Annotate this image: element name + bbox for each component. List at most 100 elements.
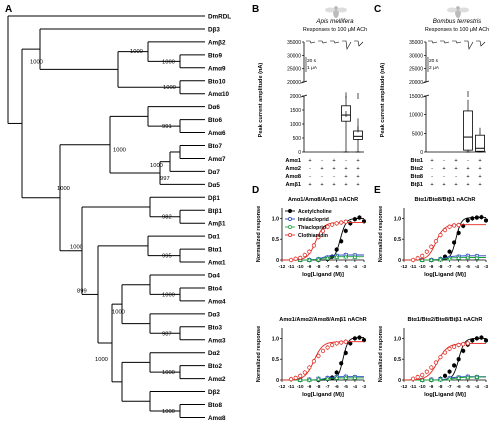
subunit-presence: + — [344, 166, 347, 172]
data-point-thiacloprid — [465, 254, 471, 260]
x-tick-label: -12 — [279, 264, 286, 269]
y-tick-label: 0 — [420, 150, 423, 156]
data-point-thiacloprid — [306, 257, 312, 262]
subunit-presence: - — [431, 174, 433, 180]
current-trace — [428, 40, 438, 44]
x-tick-label: -8 — [316, 384, 321, 389]
phylogenetic-tree: DmRDL Dβ3 Amβ2 Bto9 Amα9 Bto10 Amα10 Dα6 Bto6 Amα… — [7, 14, 231, 422]
apis-ylabel: Peak current amplitude (nA) — [258, 63, 264, 138]
tree-tip-label: Btα1 — [208, 247, 223, 254]
bootstrap-label: 1000 — [162, 370, 175, 376]
data-point-acetylcholine — [357, 215, 362, 220]
tree-tip-label: Bto7 — [208, 143, 222, 150]
x-tick-label: -5 — [466, 264, 471, 269]
data-point-clothianidin — [424, 369, 429, 374]
legend-marker — [288, 233, 292, 237]
tree-tip-label: Dβ1 — [208, 195, 220, 202]
y-tick-label: 1.0 — [272, 216, 279, 222]
data-point-clothianidin — [320, 228, 326, 233]
bee-body — [333, 6, 339, 18]
x-tick-label: -4 — [475, 264, 480, 269]
data-point-clothianidin — [433, 239, 438, 244]
data-point-acetylcholine — [352, 217, 357, 222]
data-point-acetylcholine — [339, 239, 344, 244]
bombus-a1a2a8b1-xlabel: log[Ligand (M)] — [424, 392, 466, 398]
data-point-clothianidin — [461, 342, 466, 347]
x-tick-label: -9 — [429, 264, 434, 269]
data-point-thiacloprid — [334, 254, 340, 259]
data-point-clothianidin — [311, 359, 316, 364]
data-point-clothianidin — [438, 232, 443, 238]
tree-tip-label: Bto9 — [208, 52, 222, 59]
subunit-presence: + — [356, 174, 359, 180]
box — [475, 134, 485, 152]
panel-label-a: A — [5, 4, 12, 15]
data-point-acetylcholine — [470, 338, 475, 343]
current-trace — [354, 40, 364, 47]
subunit-presence: - — [467, 158, 469, 164]
data-point-clothianidin — [456, 343, 461, 348]
bee-icon — [325, 6, 347, 18]
x-tick-label: -5 — [344, 264, 349, 269]
bee-body — [455, 6, 461, 18]
subunit-row-label: Btβ1 — [411, 182, 423, 188]
data-point-acetylcholine — [465, 218, 470, 223]
data-point-clothianidin — [302, 370, 307, 375]
data-point-clothianidin — [334, 341, 339, 346]
bee-icon — [447, 6, 469, 18]
subunit-presence: + — [466, 166, 469, 172]
current-trace — [464, 40, 474, 50]
tree-tip-label: Amα9 — [208, 65, 226, 72]
tree-tip-label: Bto3 — [208, 324, 222, 331]
tree-tip-label: Bto2 — [208, 363, 222, 370]
current-trace — [452, 40, 462, 44]
data-point-thiacloprid — [428, 257, 434, 262]
scale-bar-time: 20 s — [429, 58, 439, 64]
bootstrap-label: 991 — [162, 124, 172, 130]
subunit-presence: - — [309, 166, 311, 172]
data-point-thiacloprid — [474, 255, 480, 260]
subunit-presence: + — [478, 158, 481, 164]
data-point-clothianidin — [447, 224, 452, 229]
data-point-thiacloprid — [456, 375, 462, 380]
bootstrap-label: 1000 — [163, 85, 176, 91]
bee-wing — [337, 7, 347, 13]
data-point-clothianidin — [325, 345, 330, 350]
x-tick-label: -7 — [448, 264, 453, 269]
y-tick-label: 1.0 — [394, 216, 401, 222]
tree-tip-label: Dα3 — [208, 311, 220, 318]
x-tick-label: -10 — [419, 384, 426, 389]
box — [463, 110, 473, 151]
fit-curve-thiacloprid — [404, 376, 486, 381]
data-point-clothianidin — [293, 375, 298, 380]
current-trace — [476, 40, 486, 47]
data-point-acetylcholine — [474, 336, 479, 341]
bombus-a1a8b1-ylabel: Normalized response — [378, 206, 384, 263]
bootstrap-label: 1000 — [95, 357, 108, 363]
tree-tip-label: DmRDL — [208, 14, 231, 21]
tree-tip-label: Amα10 — [208, 91, 230, 98]
tree-tip-label: Dα7 — [208, 169, 220, 176]
tree-tip-label: Bto8 — [208, 402, 222, 409]
legend-label-thiacloprid: Thiacloprid — [298, 225, 326, 231]
data-point-clothianidin — [415, 375, 420, 380]
x-tick-label: -9 — [307, 264, 312, 269]
subunit-row-label: Amα8 — [285, 174, 301, 180]
apis-a1a8b1-ylabel: Normalized response — [256, 206, 262, 263]
data-point-clothianidin — [415, 256, 420, 261]
data-point-thiacloprid — [456, 255, 462, 260]
x-tick-label: -6 — [457, 264, 462, 269]
data-point-clothianidin — [442, 350, 448, 355]
y-tick-label: 25000 — [287, 67, 301, 73]
data-point-clothianidin — [424, 249, 429, 254]
x-tick-label: -10 — [419, 264, 426, 269]
x-tick-label: -8 — [438, 264, 443, 269]
x-tick-label: -5 — [344, 384, 349, 389]
tree-tip-label: Dα1 — [208, 234, 220, 241]
data-point-clothianidin — [343, 339, 348, 344]
tree-tip-label: Dα6 — [208, 104, 220, 111]
apis-title: Apis mellifera — [315, 18, 354, 25]
data-point-acetylcholine — [474, 215, 479, 220]
legend-marker — [288, 217, 292, 221]
bootstrap-label: 982 — [162, 215, 172, 221]
